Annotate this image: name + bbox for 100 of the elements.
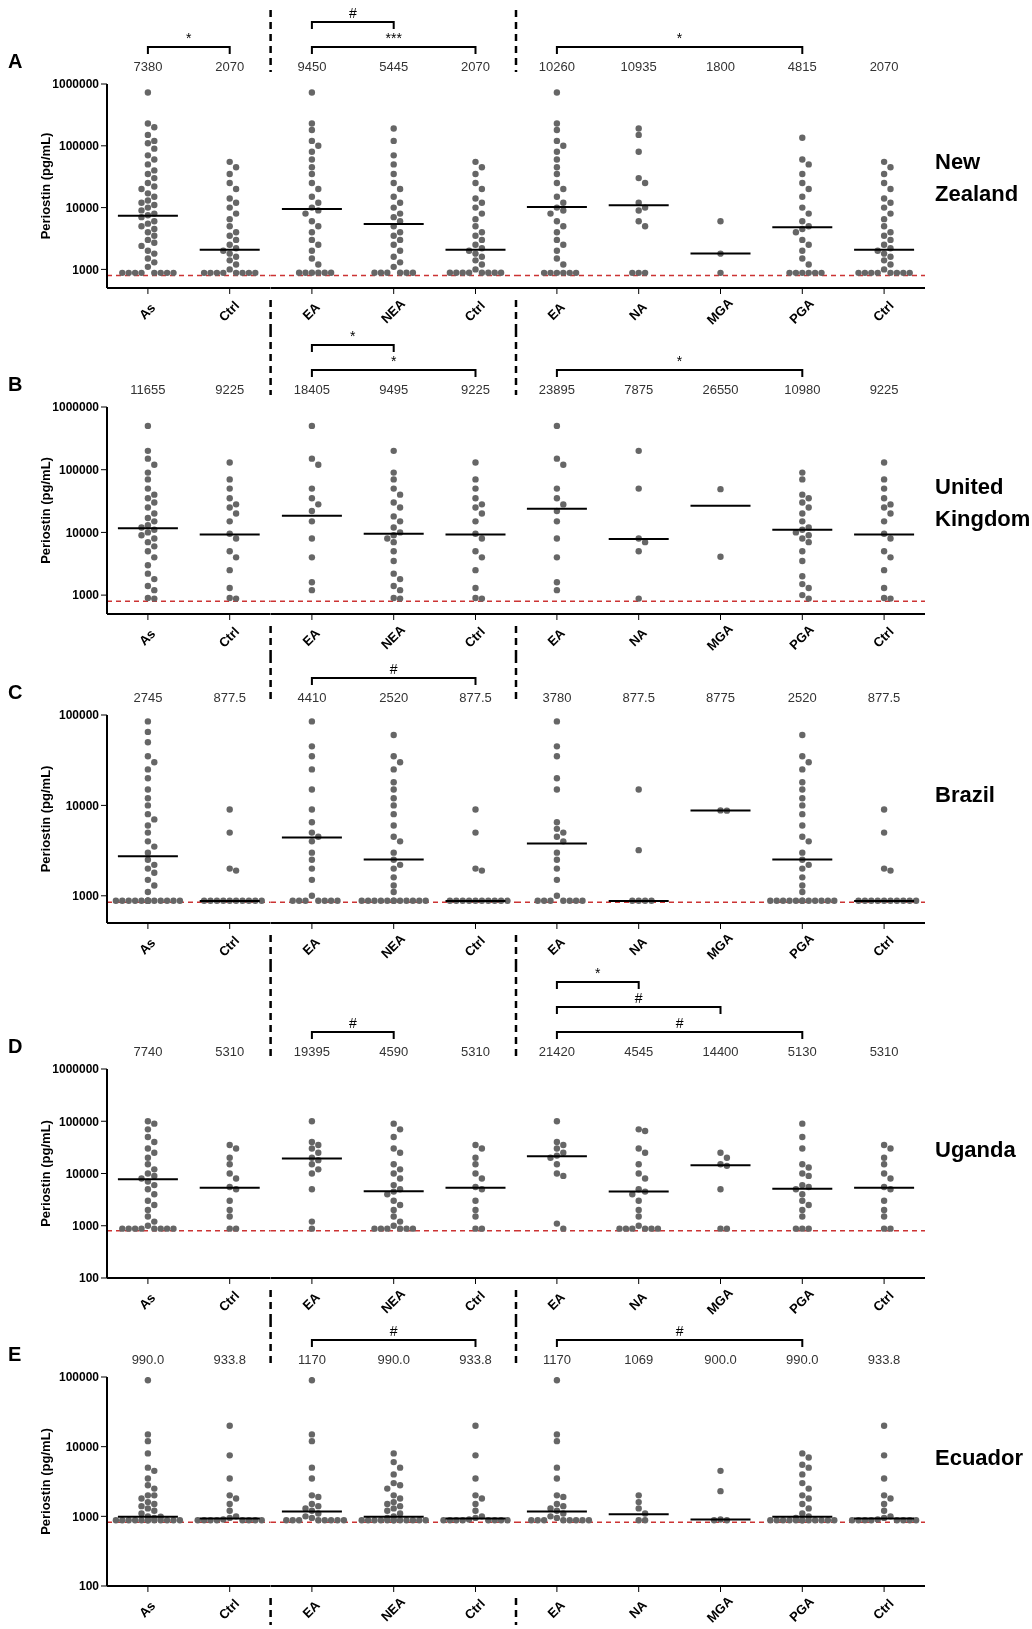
text: 18405 [293, 382, 330, 397]
text: 4545 [624, 1044, 654, 1059]
y-tick-label: 10000 [65, 525, 100, 540]
text: 5310 [215, 1044, 245, 1059]
x-tick-label: Ctrl [461, 624, 488, 651]
text: # [634, 990, 643, 1006]
text: 7740 [133, 1044, 163, 1059]
x-tick-label: Ctrl [461, 933, 488, 960]
y-axis-title: Periostin (pg/mL) [37, 457, 53, 564]
text: 877.5 [622, 690, 655, 705]
text: New Zealand [935, 148, 1020, 208]
text: 990.0 [377, 1352, 410, 1367]
y-axis-title: Periostin (pg/mL) [37, 1428, 53, 1535]
x-tick-label: EA [544, 299, 569, 323]
text: United Kingdom [935, 472, 1031, 533]
text: 1170 [542, 1352, 571, 1367]
text: 2070 [215, 59, 245, 74]
x-tick-label: EA [299, 299, 323, 323]
y-tick-label: 100000 [59, 1370, 100, 1385]
text: Uganda [935, 1135, 1017, 1164]
text: 4410 [297, 690, 326, 705]
x-tick-label: EA [544, 625, 569, 649]
text: *** [385, 30, 403, 46]
text: E [8, 1343, 22, 1366]
y-tick-label: 1000000 [52, 1062, 100, 1077]
text: 990.0 [786, 1352, 819, 1367]
x-tick-label: Ctrl [215, 298, 243, 325]
text: 2745 [133, 690, 163, 705]
x-tick-label: EA [544, 1597, 569, 1621]
text: B [8, 373, 23, 396]
x-tick-label: As [135, 626, 159, 649]
text: 2070 [460, 59, 490, 74]
text: 7875 [624, 382, 654, 397]
x-tick-label: EA [299, 1289, 323, 1313]
text: 21420 [538, 1044, 575, 1059]
x-tick-label: EA [299, 1597, 323, 1621]
x-tick-label: EA [544, 934, 569, 958]
text: C [8, 681, 23, 704]
y-tick-label: 100000 [59, 708, 100, 723]
x-tick-label: Ctrl [870, 1596, 897, 1623]
text: # [675, 1015, 684, 1031]
x-tick-label: Ctrl [215, 624, 243, 651]
x-tick-label: Ctrl [215, 1288, 243, 1315]
text: 19395 [293, 1044, 330, 1059]
text: A [8, 50, 23, 73]
text: 877.5 [213, 690, 246, 705]
text: 26550 [702, 382, 739, 397]
text: * [676, 30, 683, 46]
text: * [595, 965, 602, 981]
y-tick-label: 1000 [72, 1219, 100, 1234]
x-tick-label: EA [299, 625, 323, 649]
y-tick-label: 1000000 [52, 77, 100, 92]
text: # [675, 1323, 684, 1339]
text: 3780 [542, 690, 572, 705]
text: 5310 [869, 1044, 899, 1059]
text: 990.0 [131, 1352, 165, 1367]
y-tick-label: 100 [79, 1579, 100, 1594]
text: 933.8 [458, 1352, 492, 1367]
text: # [348, 5, 357, 21]
text: 9495 [378, 382, 408, 397]
text: 9225 [460, 382, 490, 397]
text: 2520 [378, 690, 408, 705]
text: 9450 [297, 59, 326, 74]
text: * [390, 353, 397, 369]
text: 877.5 [458, 690, 492, 705]
y-tick-label: 1000 [72, 889, 100, 904]
x-tick-label: Ctrl [870, 298, 897, 325]
text: Ecuador [935, 1443, 1025, 1472]
text: D [8, 1035, 23, 1058]
text: 9225 [215, 382, 245, 397]
y-axis-title: Periostin (pg/mL) [37, 1120, 53, 1227]
text: # [348, 1015, 357, 1031]
y-tick-label: 1000 [72, 262, 100, 277]
x-tick-label: EA [544, 1289, 569, 1313]
text: Brazil [935, 781, 996, 809]
text: 10935 [620, 59, 657, 74]
x-tick-label: Ctrl [215, 933, 243, 960]
y-tick-label: 1000000 [52, 400, 100, 415]
text: * [676, 353, 683, 369]
y-tick-label: 10000 [65, 200, 100, 215]
text: 10980 [784, 382, 821, 397]
x-tick-label: NA [626, 624, 651, 650]
text: 1800 [706, 59, 735, 74]
x-tick-label: Ctrl [461, 1596, 488, 1623]
text: 7380 [133, 59, 163, 74]
text: 900.0 [704, 1352, 737, 1367]
text: 1069 [624, 1352, 654, 1367]
text: 4815 [787, 59, 817, 74]
text: 11655 [130, 382, 166, 397]
text: 23895 [538, 382, 575, 397]
x-tick-label: Ctrl [461, 298, 488, 325]
x-tick-label: As [135, 935, 159, 958]
text: 2520 [787, 690, 817, 705]
y-tick-label: 100000 [59, 139, 100, 154]
x-tick-label: Ctrl [870, 1288, 897, 1315]
text: 2070 [869, 59, 899, 74]
x-tick-label: NA [626, 933, 651, 959]
x-tick-label: EA [299, 934, 323, 958]
text: 933.8 [213, 1352, 246, 1367]
text: * [349, 328, 356, 344]
